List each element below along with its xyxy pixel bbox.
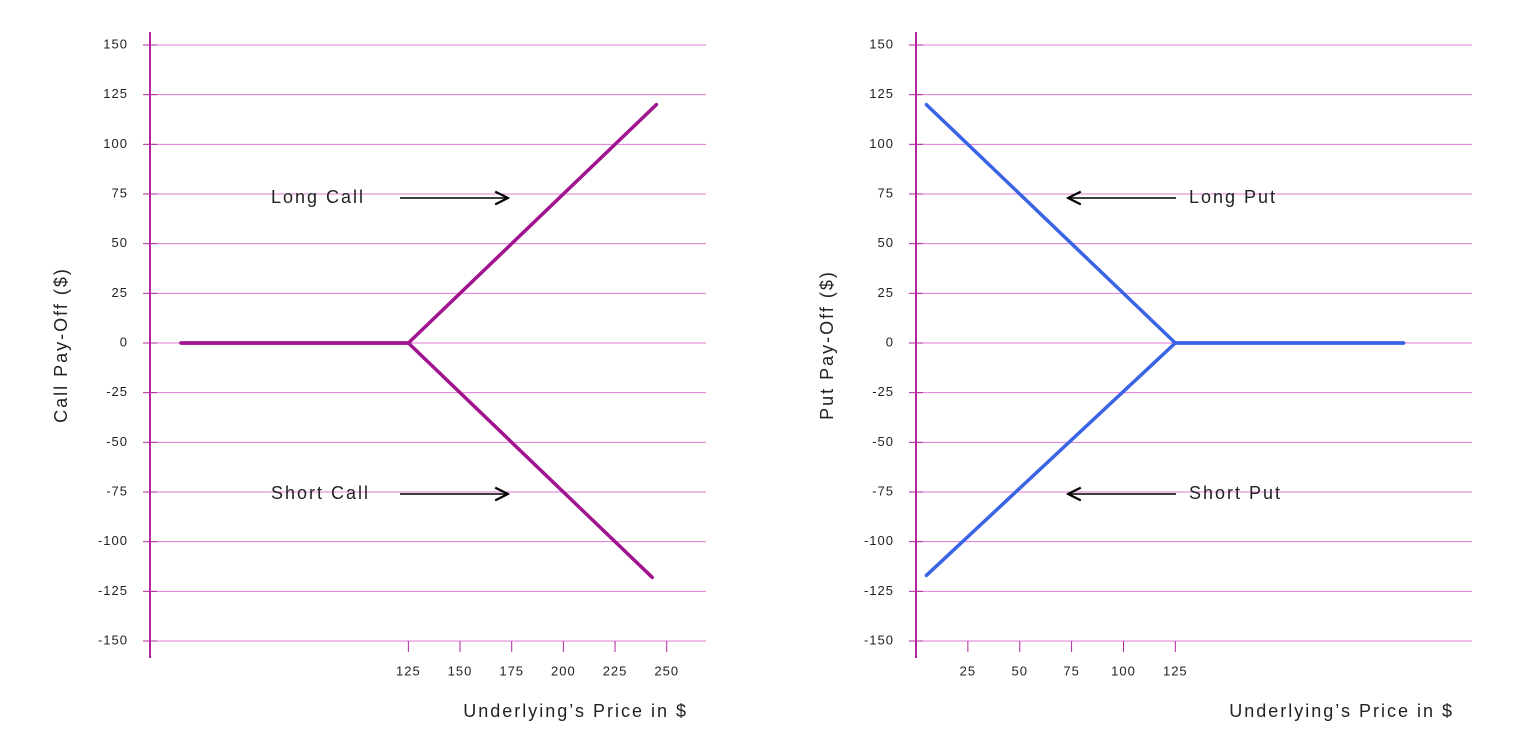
x-tick-label: 200 [551, 663, 576, 678]
x-tick-label: 125 [1163, 663, 1188, 678]
x-tick-label: 50 [1011, 663, 1027, 678]
y-tick-label: -150 [864, 632, 894, 647]
y-tick-label: -100 [98, 533, 128, 548]
y-tick-label: 75 [112, 185, 128, 200]
y-tick-label: 150 [869, 36, 894, 51]
y-tick-label: 100 [869, 136, 894, 151]
y-tick-label: -75 [872, 483, 894, 498]
x-tick-label: 150 [448, 663, 473, 678]
y-tick-label: 75 [878, 185, 894, 200]
y-tick-label: 100 [103, 136, 128, 151]
series-line [924, 102, 1406, 345]
series-label: Short Put [1189, 483, 1282, 503]
y-tick-label: 50 [878, 235, 894, 250]
y-tick-label: 50 [112, 235, 128, 250]
y-tick-label: 125 [869, 86, 894, 101]
x-tick-label: 75 [1063, 663, 1079, 678]
x-axis-label: Underlying’s Price in $ [1229, 701, 1454, 721]
y-tick-label: 25 [112, 285, 128, 300]
series-label: Long Call [271, 187, 365, 207]
y-tick-label: 150 [103, 36, 128, 51]
y-tick-label: 0 [886, 334, 894, 349]
y-tick-label: -25 [106, 384, 128, 399]
y-axis-label: Put Pay-Off ($) [817, 270, 837, 420]
x-tick-label: 250 [654, 663, 679, 678]
y-axis-label: Call Pay-Off ($) [51, 267, 71, 423]
y-tick-label: -100 [864, 533, 894, 548]
x-tick-label: 175 [499, 663, 524, 678]
y-tick-label: -50 [872, 434, 894, 449]
series-label: Long Put [1189, 187, 1277, 207]
x-tick-label: 100 [1111, 663, 1136, 678]
y-tick-label: -150 [98, 632, 128, 647]
y-tick-label: -125 [98, 583, 128, 598]
y-tick-label: -125 [864, 583, 894, 598]
x-tick-label: 125 [396, 663, 421, 678]
x-tick-label: 225 [603, 663, 628, 678]
y-tick-label: 125 [103, 86, 128, 101]
y-tick-label: -75 [106, 483, 128, 498]
series-line [179, 102, 659, 345]
y-tick-label: -50 [106, 434, 128, 449]
x-tick-label: 25 [960, 663, 976, 678]
series-line [924, 341, 1406, 578]
x-axis-label: Underlying’s Price in $ [463, 701, 688, 721]
series-line [179, 341, 655, 580]
y-tick-label: -25 [872, 384, 894, 399]
y-tick-label: 25 [878, 285, 894, 300]
series-label: Short Call [271, 483, 370, 503]
y-tick-label: 0 [120, 334, 128, 349]
